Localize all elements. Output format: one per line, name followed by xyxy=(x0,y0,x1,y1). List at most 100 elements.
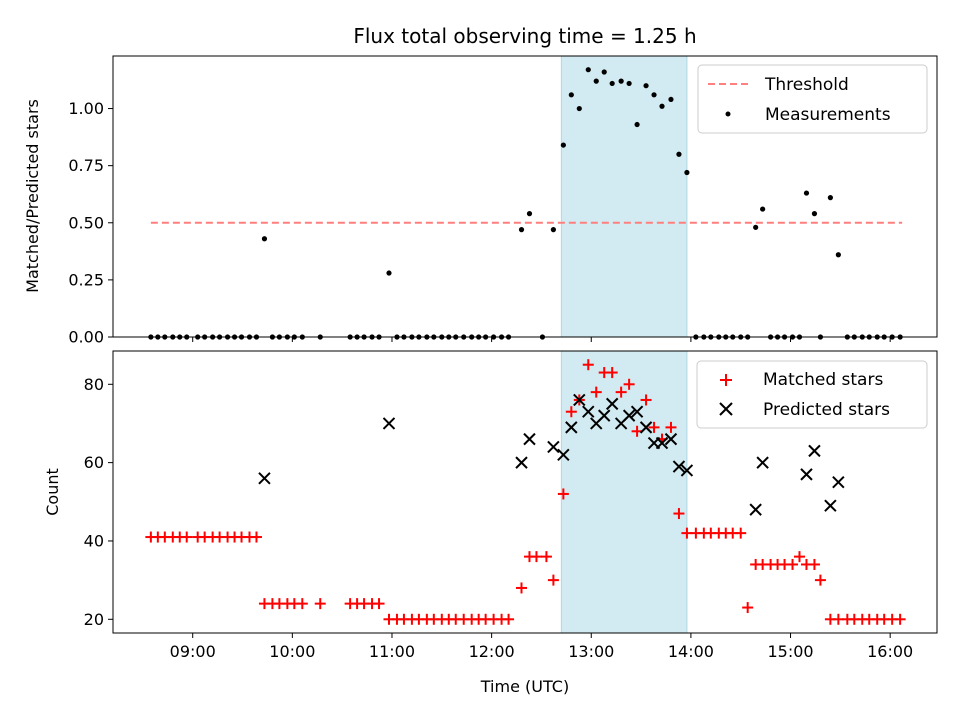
legend-predicted-label: Predicted stars xyxy=(763,400,890,420)
bottom-legend: Matched stars Predicted stars xyxy=(696,360,928,429)
measurement-point xyxy=(668,96,674,103)
matched-star-point xyxy=(540,551,552,563)
matched-star-point xyxy=(794,551,806,563)
chart-title: Flux total observing time = 1.25 h xyxy=(353,24,696,48)
x-tick-label: 11:00 xyxy=(369,642,415,661)
predicted-star-point xyxy=(598,409,611,422)
matched-star-point xyxy=(606,367,618,379)
bottom-y-axis-label: Count xyxy=(43,468,62,516)
matched-star-point xyxy=(557,488,569,500)
bottom-panel: 20 40 60 80 09:00 10:00 11:00 12:00 13:00 14:00 15… xyxy=(84,350,938,661)
predicted-star-point xyxy=(382,417,396,430)
matched-star-point xyxy=(615,386,627,398)
legend-measurements-label: Measurements xyxy=(765,105,891,125)
matched-star-point xyxy=(648,421,660,433)
matched-star-point xyxy=(250,531,262,543)
predicted-star-point xyxy=(749,503,762,516)
measurement-point xyxy=(651,92,657,98)
top-y-tick-label: 1.00 xyxy=(68,99,104,118)
predicted-star-point xyxy=(672,460,686,473)
predicted-star-point xyxy=(639,421,653,434)
measurement-point xyxy=(386,270,392,276)
top-plot-frame xyxy=(112,55,938,338)
measurement-point xyxy=(601,69,607,75)
legend-threshold-label: Threshold xyxy=(764,75,849,95)
matched-star-point xyxy=(547,574,559,586)
bottom-y-tick-label: 20 xyxy=(84,610,104,629)
matched-star-point xyxy=(665,421,677,433)
legend-measurements-swatch xyxy=(725,111,731,117)
measurement-point xyxy=(560,142,566,148)
matched-star-point xyxy=(296,598,308,610)
predicted-star-point xyxy=(808,444,821,458)
matched-star-point xyxy=(516,582,528,594)
predicted-star-point xyxy=(630,405,644,418)
bottom-y-tick-label: 80 xyxy=(84,375,104,394)
predicted-star-point xyxy=(832,476,845,489)
measurement-point xyxy=(609,80,615,87)
measurement-point xyxy=(576,105,582,112)
predicted-star-point xyxy=(800,468,813,481)
bottom-plot-frame xyxy=(112,350,938,634)
measurement-point xyxy=(753,224,759,230)
measurement-point xyxy=(568,92,574,98)
predicted-star-point xyxy=(547,440,560,454)
matched-star-point xyxy=(373,598,385,610)
measurement-point xyxy=(261,236,268,242)
matched-star-point xyxy=(640,394,652,406)
top-y-tick-label: 0.75 xyxy=(68,156,104,175)
measurement-point xyxy=(626,80,632,87)
matched-star-point xyxy=(590,386,602,398)
matched-star-point xyxy=(742,602,754,614)
measurement-point xyxy=(684,169,690,176)
measurement-point xyxy=(835,252,841,258)
x-tick-label: 15:00 xyxy=(767,642,813,661)
measurement-point xyxy=(593,78,599,84)
bottom-shaded-interval xyxy=(560,350,688,634)
matched-star-point xyxy=(894,613,906,625)
legend-matched-swatch xyxy=(720,374,732,386)
measurement-point xyxy=(811,211,818,217)
bottom-legend-frame xyxy=(696,360,928,429)
matched-star-point xyxy=(623,378,635,390)
predicted-star-point xyxy=(605,397,619,411)
matched-star-point xyxy=(673,508,685,520)
top-legend-frame xyxy=(697,64,928,134)
predicted-star-point xyxy=(258,472,271,485)
measurement-point xyxy=(634,121,640,128)
x-tick-label: 14:00 xyxy=(668,642,714,661)
x-axis-label: Time (UTC) xyxy=(480,677,569,696)
matched-star-point xyxy=(787,558,799,570)
x-tick-label: 10:00 xyxy=(269,642,315,661)
top-shaded-interval xyxy=(560,55,688,338)
measurement-point xyxy=(518,227,525,233)
predicted-star-point xyxy=(680,464,694,477)
predicted-star-point xyxy=(655,436,669,450)
measurement-point xyxy=(659,103,665,109)
top-y-tick-label: 0.00 xyxy=(68,328,104,347)
top-panel: 0.00 0.25 0.50 0.75 1.00 xyxy=(68,55,938,347)
top-y-tick-label: 0.25 xyxy=(68,270,104,289)
matched-star-point xyxy=(565,406,577,418)
matched-star-point xyxy=(314,598,326,610)
matched-star-point xyxy=(530,551,542,563)
top-y-axis-label: Matched/Predicted stars xyxy=(23,99,42,293)
predicted-star-point xyxy=(622,409,636,422)
matched-star-point xyxy=(808,558,820,570)
measurement-point xyxy=(676,151,682,157)
top-y-tick-label: 0.50 xyxy=(68,213,104,232)
measurement-point xyxy=(803,190,810,196)
bottom-y-tick-label: 60 xyxy=(84,453,104,472)
predicted-star-point xyxy=(565,421,578,434)
x-tick-label: 09:00 xyxy=(170,642,216,661)
predicted-star-point xyxy=(824,499,837,512)
matched-star-point xyxy=(582,359,594,371)
measurement-point xyxy=(550,227,556,233)
bottom-y-tick-label: 40 xyxy=(84,531,104,550)
measurement-point xyxy=(585,67,591,73)
x-tick-label: 13:00 xyxy=(568,642,614,661)
predicted-star-point xyxy=(515,456,528,469)
predicted-star-point xyxy=(573,393,586,407)
legend-matched-label: Matched stars xyxy=(763,370,883,390)
